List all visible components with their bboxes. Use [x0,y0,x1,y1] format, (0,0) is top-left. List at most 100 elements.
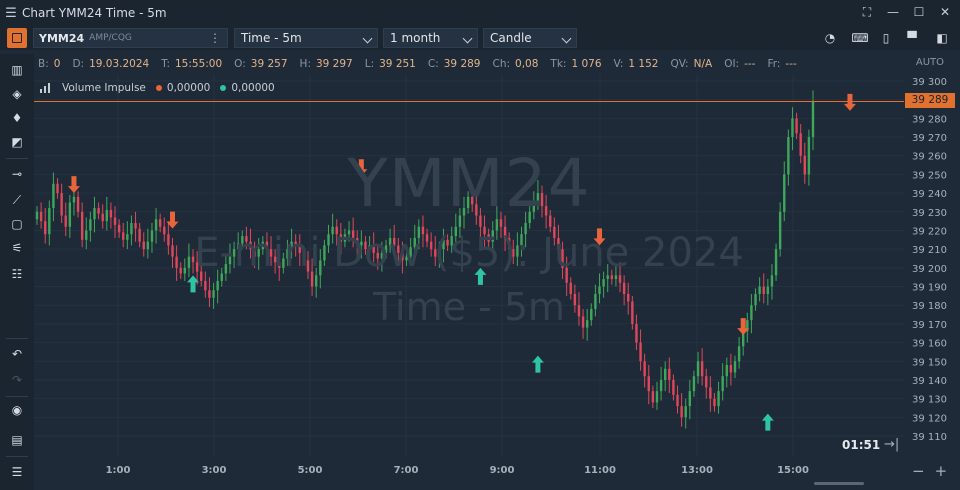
candle-body [327,234,330,246]
redo-icon[interactable]: ↷ [11,373,23,387]
keyboard-icon[interactable]: ⌨ [851,31,869,45]
fibonacci-tool-icon[interactable]: ⚟ [11,241,23,255]
candle-body [700,361,704,377]
style-dropdown[interactable]: Candle [483,28,577,48]
sell-signal-arrow-icon [355,159,368,177]
candle-body [532,200,536,212]
candle-body [68,202,72,227]
panel-toggle-icon[interactable]: ◧ [936,31,948,45]
candle-body [302,252,306,261]
candle-body [278,262,281,268]
indicator-name[interactable]: Volume Impulse [62,82,146,94]
candle-body [462,208,466,216]
info-cell: H: 39 297 [300,58,353,74]
info-cell: OI: --- [724,58,755,74]
sidebar-divider [6,338,28,339]
chart-logo-icon[interactable] [7,28,27,48]
speedometer-icon[interactable]: ◔ [824,31,836,45]
visibility-eye-icon[interactable]: ◉ [11,403,23,417]
sell-signal-arrow-icon [843,93,856,111]
rectangle-tool-icon[interactable]: ▢ [11,217,23,231]
candle-body [273,256,277,263]
candle-body [261,241,265,250]
candle-body [191,256,195,263]
info-value: N/A [693,58,713,70]
expand-icon[interactable]: ⛶ [862,5,872,19]
zoom-controls[interactable]: −+ [912,462,957,480]
candle-body [195,262,199,272]
zoom-out-icon[interactable]: − [912,462,935,480]
trash-icon[interactable]: ▤ [11,433,23,447]
object-list-icon[interactable]: ☰ [11,465,23,479]
style-value: Candle [490,31,532,45]
candle-body [770,275,774,287]
chart-type-dropdown[interactable]: Time - 5m [234,28,378,48]
minimize-icon[interactable]: — [887,5,899,19]
price-chart[interactable]: 1:00 3:00 5:00 7:00 9:00 11:00 13:00 15:00 39 30… [34,74,960,490]
info-value: 15:55:00 [175,58,223,70]
info-cell: Ch: 0,08 [493,58,539,74]
close-icon[interactable]: ✕ [939,5,951,19]
y-axis-tick-label: 39 300 [912,77,947,88]
y-axis-tick-label: 39 240 [912,189,947,200]
bar-chart-icon [40,83,50,93]
text-tool-icon[interactable]: ☷ [11,267,23,281]
template-icon[interactable]: ▀ [907,31,917,45]
candle-body [577,305,581,317]
ruler-icon[interactable]: ◩ [11,135,23,149]
candle-body [200,271,203,281]
candle-body [183,267,187,274]
horizontal-line-tool-icon[interactable]: ⊸ [11,167,23,181]
undo-icon[interactable]: ↶ [11,347,23,361]
candle-body [499,219,503,227]
candle-body [52,183,55,209]
candle-body [750,305,753,321]
indicators-icon[interactable]: ▥ [11,63,23,77]
info-value: 1 076 [571,58,602,70]
candle-body [442,239,445,250]
trend-line-tool-icon[interactable]: ⟋ [12,192,22,207]
candle-body [163,226,166,235]
y-axis-tick-label: 39 280 [912,114,947,125]
y-axis-tick-label: 39 260 [912,152,947,163]
candle-body [401,252,404,261]
symbol-selector[interactable]: YMM24 AMP/CQG ⋮ [33,28,228,48]
horizontal-scrollbar[interactable] [814,482,864,485]
candle-body [483,226,486,235]
layers-icon[interactable]: ◈ [12,87,22,101]
title-bar: ☰ Chart YMM24 Time - 5m ⛶ — ☐ ✕ [0,0,960,26]
candle-body [799,133,802,156]
candle-body [598,286,601,294]
auto-scale-toggle[interactable]: AUTO [915,57,944,68]
candle-body [113,217,117,225]
maximize-icon[interactable]: ☐ [913,5,925,19]
candle-body [397,245,400,253]
candle-body [479,215,482,227]
info-cell: Tk: 1 076 [550,58,601,74]
period-dropdown[interactable]: 1 month [383,28,478,48]
sell-signal-arrow-icon [593,228,606,246]
candle-body [512,249,515,257]
candle-body [594,294,597,309]
candle-body [343,234,347,242]
more-options-icon[interactable]: ⋮ [209,31,221,45]
indicator-value-2: 0,00000 [231,82,275,94]
mouse-icon[interactable]: ▯ [882,31,890,45]
candle-body [175,256,178,268]
watermark-timeframe: Time - 5m [372,285,566,329]
candle-body [85,230,88,240]
alert-bell-icon[interactable]: ♦ [11,111,23,125]
zoom-in-icon[interactable]: + [934,462,958,480]
buy-signal-arrow-icon [474,267,487,285]
chevron-down-icon [561,33,572,44]
candle-body [282,258,285,268]
period-value: 1 month [390,31,441,45]
y-axis-tick-label: 39 120 [912,413,947,424]
scroll-to-end-icon[interactable]: →| [884,437,900,452]
candle-body [454,226,457,237]
y-axis-tick-label: 39 230 [912,208,947,219]
candle-body [417,226,421,238]
info-label: D: [72,58,85,70]
hamburger-menu-icon[interactable]: ☰ [5,5,17,21]
candle-body [208,290,211,298]
